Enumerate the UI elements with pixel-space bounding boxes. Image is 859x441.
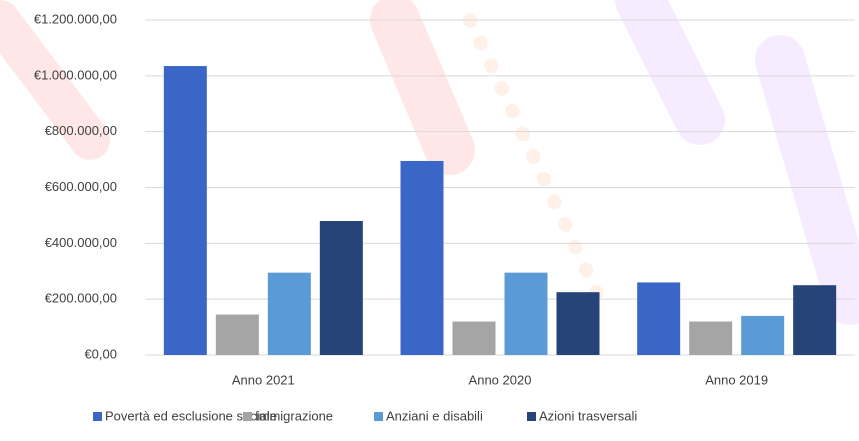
bar [267,272,311,355]
bar [504,272,548,355]
x-tick-label: Anno 2019 [705,372,768,387]
bar [741,315,785,355]
y-tick-label: €1.200.000,00 [34,11,117,26]
bar [400,160,444,355]
legend-swatch [243,412,252,421]
legend-label: Immigrazione [255,408,333,423]
legend-swatch [374,412,383,421]
bar [689,321,733,355]
legend-label: Anziani e disabili [386,408,483,423]
x-tick-label: Anno 2021 [232,372,295,387]
y-tick-label: €200.000,00 [45,291,117,306]
bar [452,321,496,355]
bar [163,66,207,355]
legend-label: Povertà ed esclusione sociale [105,408,277,423]
bar [556,292,600,355]
y-tick-label: €0,00 [84,346,117,361]
legend-swatch [527,412,536,421]
legend-swatch [93,412,102,421]
y-tick-label: €600.000,00 [45,179,117,194]
y-tick-label: €800.000,00 [45,123,117,138]
y-tick-label: €1.000.000,00 [34,67,117,82]
y-tick-label: €400.000,00 [45,235,117,250]
legend-label: Azioni trasversali [539,408,637,423]
bar [319,221,363,355]
bar [637,282,681,355]
x-tick-label: Anno 2020 [469,372,532,387]
bar [215,314,259,355]
bar [793,285,837,355]
